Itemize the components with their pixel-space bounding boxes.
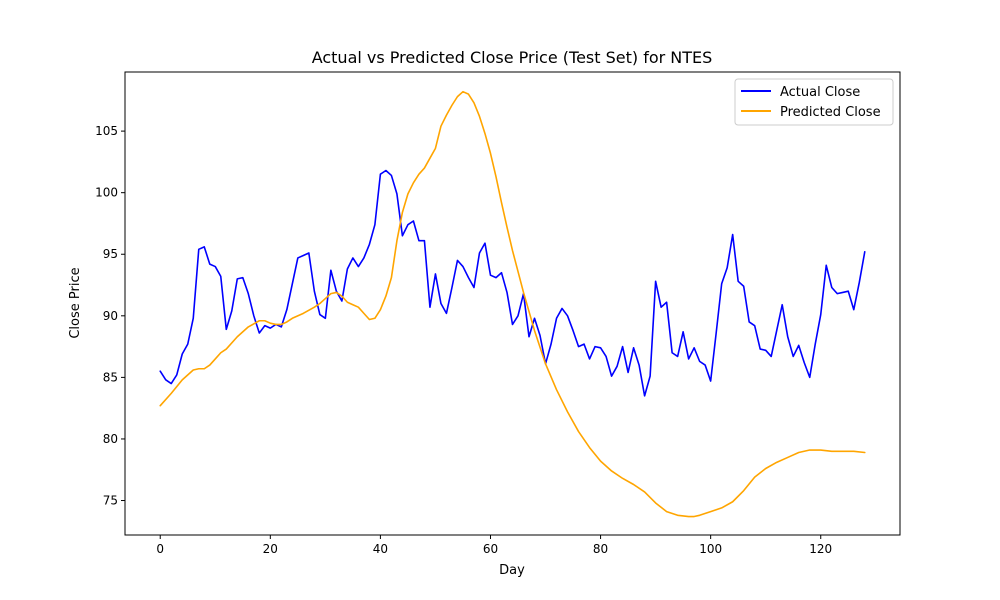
legend-box [734, 78, 894, 126]
x-tick-label: 40 [373, 542, 388, 556]
series-line-actual-close [159, 169, 866, 397]
x-axis-label: Day [499, 563, 525, 578]
y-tick-label: 80 [103, 432, 118, 446]
x-tick-label: 100 [699, 542, 722, 556]
series-line-predicted-close [159, 90, 866, 518]
x-axis: 0 20 40 60 80 100 120 [156, 535, 832, 556]
y-tick-label: 95 [103, 247, 118, 261]
legend: Actual Close Predicted Close [734, 78, 894, 126]
x-tick-label: 20 [263, 542, 278, 556]
x-tick-label: 120 [809, 542, 832, 556]
legend-label-actual: Actual Close [780, 85, 860, 100]
y-tick-label: 75 [103, 494, 118, 508]
plot-area-frame [124, 71, 901, 536]
legend-label-predicted: Predicted Close [780, 105, 881, 120]
x-tick-label: 60 [483, 542, 498, 556]
y-tick-label: 105 [95, 124, 118, 138]
y-axis-label: Close Price [68, 267, 83, 338]
x-tick-label: 0 [156, 542, 164, 556]
x-tick-label: 80 [593, 542, 608, 556]
y-axis: 75 80 85 90 95 100 105 [95, 124, 125, 508]
y-tick-label: 85 [103, 370, 118, 384]
chart-title: Actual vs Predicted Close Price (Test Se… [312, 48, 713, 67]
plot-lines [159, 90, 866, 518]
y-tick-label: 90 [103, 309, 118, 323]
y-tick-label: 100 [95, 186, 118, 200]
